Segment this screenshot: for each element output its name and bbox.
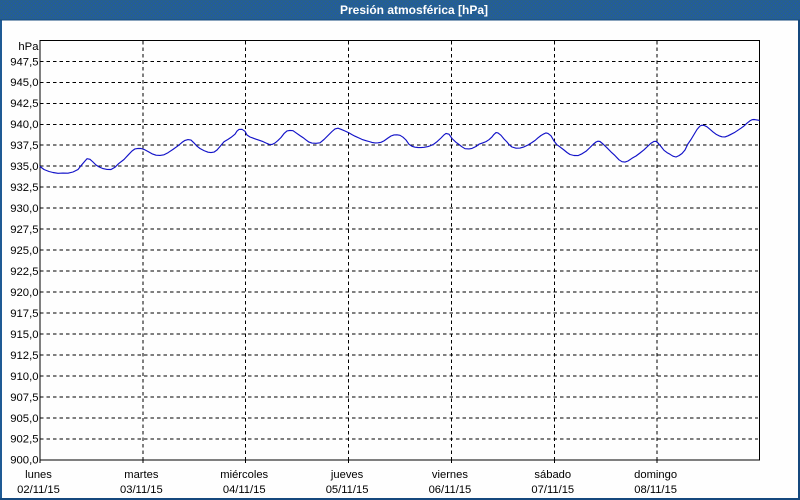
svg-text:900,0: 900,0: [10, 455, 38, 467]
svg-text:942,5: 942,5: [10, 98, 38, 110]
svg-text:sábado: sábado: [534, 469, 571, 481]
svg-text:04/11/15: 04/11/15: [223, 484, 266, 496]
svg-text:domingo: domingo: [634, 469, 677, 481]
svg-text:Presión atmosférica [hPa]: Presión atmosférica [hPa]: [340, 3, 488, 17]
svg-text:915,0: 915,0: [10, 329, 38, 341]
svg-text:932,5: 932,5: [10, 182, 38, 194]
svg-text:925,0: 925,0: [10, 245, 38, 257]
svg-text:910,0: 910,0: [10, 371, 38, 383]
svg-text:02/11/15: 02/11/15: [17, 484, 60, 496]
svg-text:935,0: 935,0: [10, 161, 38, 173]
svg-text:08/11/15: 08/11/15: [634, 484, 677, 496]
svg-text:06/11/15: 06/11/15: [429, 484, 472, 496]
svg-text:lunes: lunes: [25, 469, 52, 481]
svg-text:viernes: viernes: [432, 469, 468, 481]
svg-text:martes: martes: [124, 469, 159, 481]
svg-text:03/11/15: 03/11/15: [120, 484, 163, 496]
svg-text:miércoles: miércoles: [220, 469, 268, 481]
svg-text:930,0: 930,0: [10, 203, 38, 215]
svg-text:940,0: 940,0: [10, 119, 38, 131]
svg-text:945,0: 945,0: [10, 77, 38, 89]
svg-text:05/11/15: 05/11/15: [326, 484, 369, 496]
svg-text:907,5: 907,5: [10, 392, 38, 404]
svg-text:hPa: hPa: [18, 41, 39, 53]
svg-text:937,5: 937,5: [10, 140, 38, 152]
svg-text:947,5: 947,5: [10, 56, 38, 68]
svg-text:912,5: 912,5: [10, 350, 38, 362]
svg-text:902,5: 902,5: [10, 434, 38, 446]
svg-text:927,5: 927,5: [10, 224, 38, 236]
svg-text:920,0: 920,0: [10, 287, 38, 299]
svg-text:922,5: 922,5: [10, 266, 38, 278]
svg-text:jueves: jueves: [330, 469, 364, 481]
svg-text:905,0: 905,0: [10, 413, 38, 425]
svg-text:917,5: 917,5: [10, 308, 38, 320]
svg-text:07/11/15: 07/11/15: [531, 484, 574, 496]
